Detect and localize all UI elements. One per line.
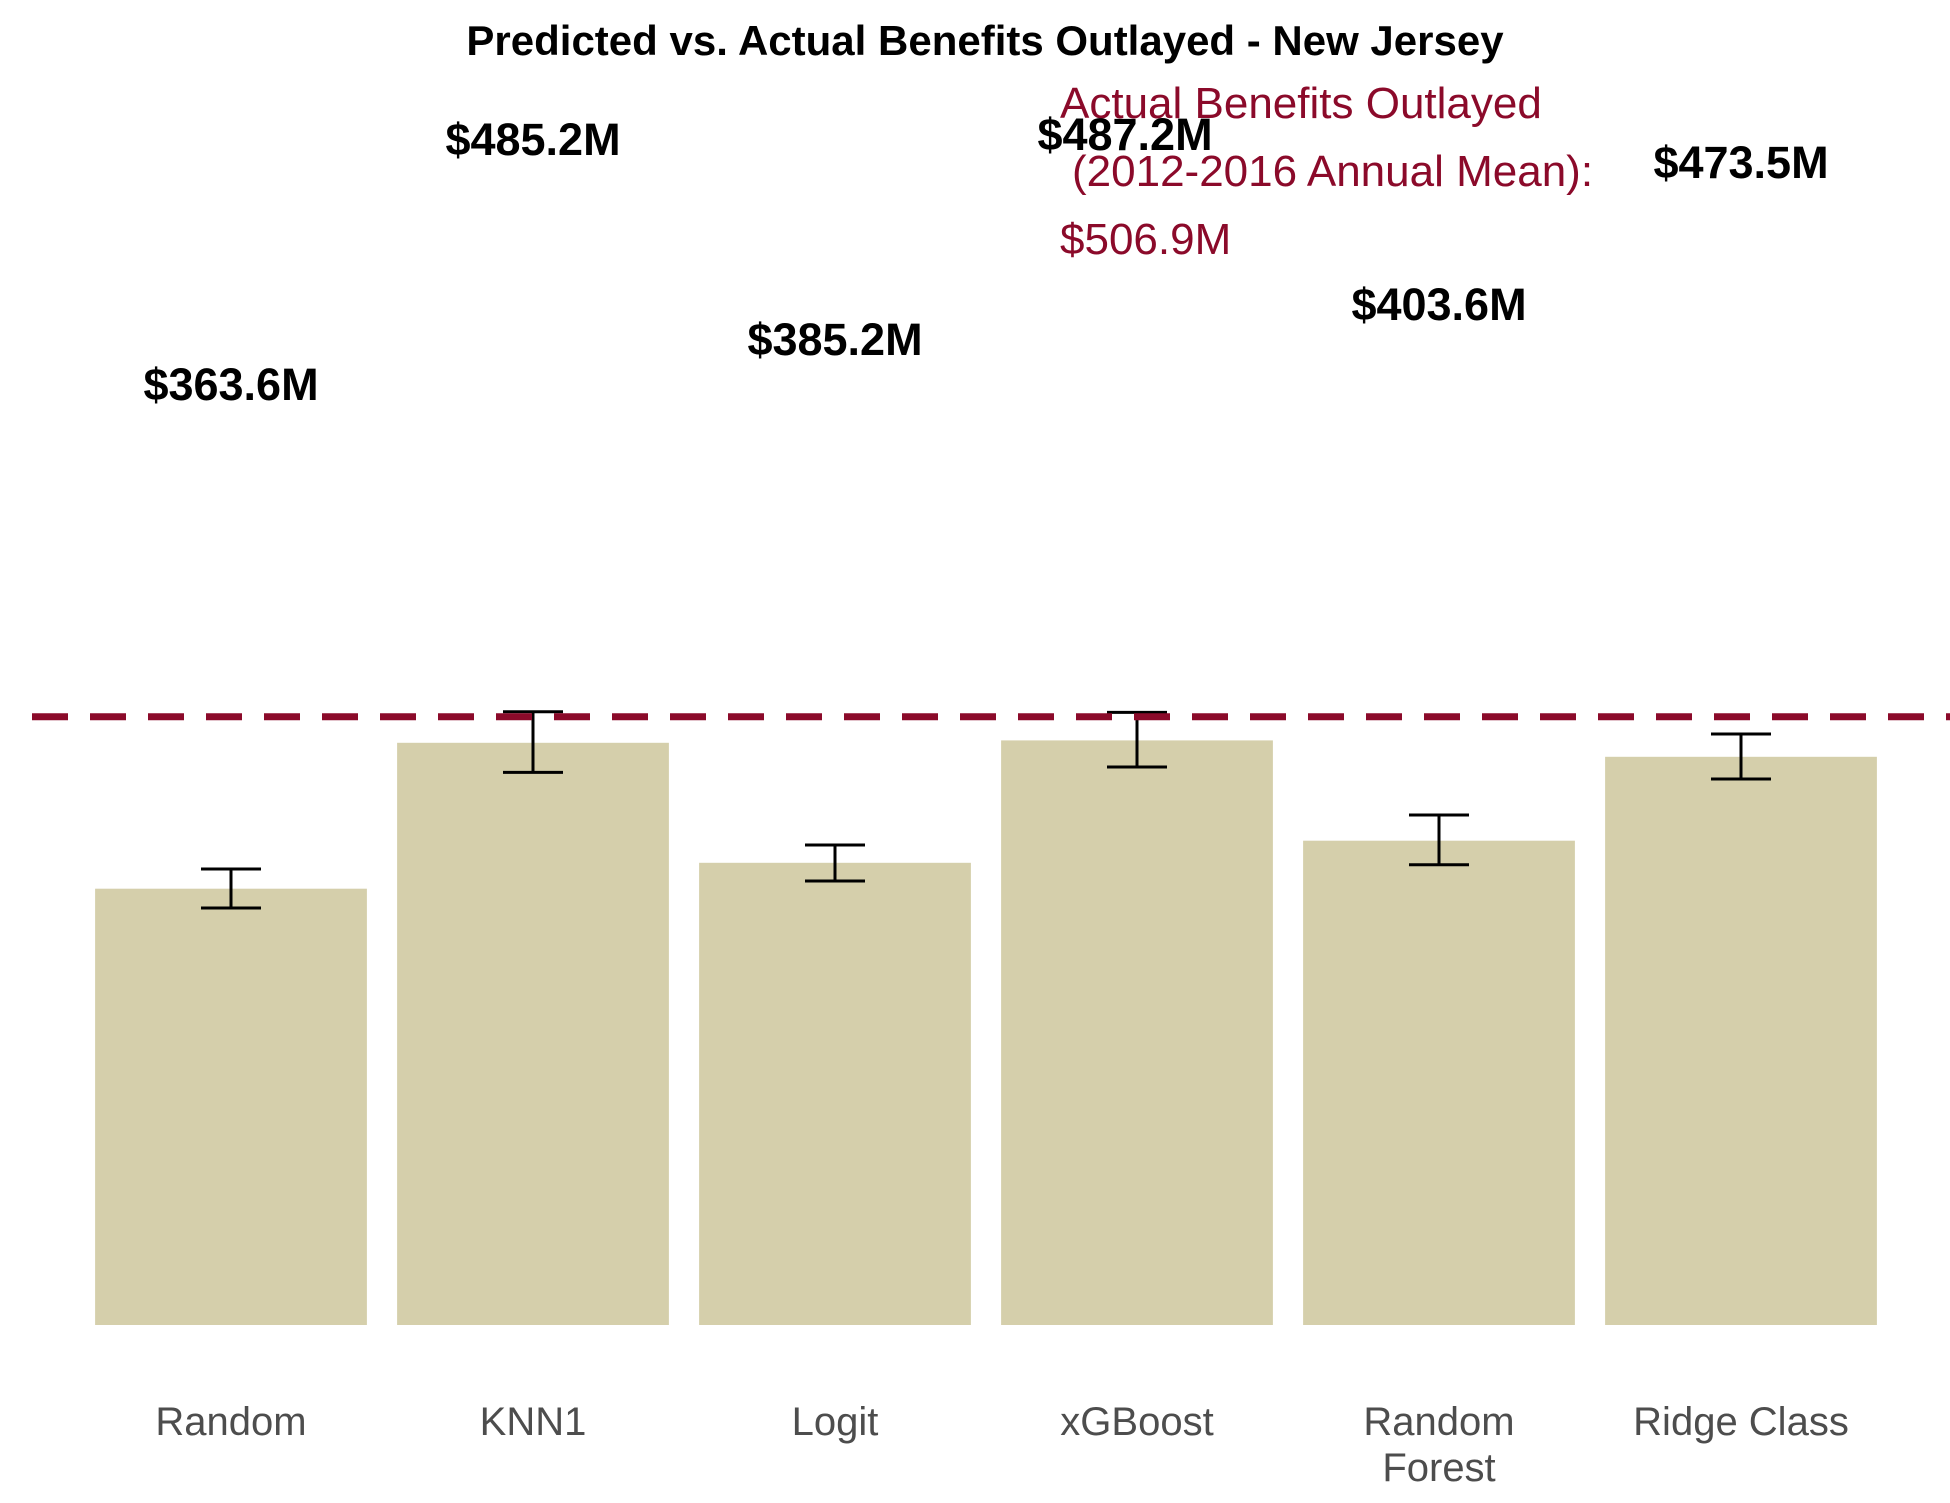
x-tick-label-3: xGBoost <box>1060 1400 1213 1444</box>
error-bar-5 <box>1711 732 1771 781</box>
bar-0 <box>95 888 367 1325</box>
x-tick-label-4: Random <box>1363 1400 1514 1444</box>
chart-title: Predicted vs. Actual Benefits Outlayed -… <box>466 17 1504 64</box>
value-label-0: $363.6M <box>143 359 318 410</box>
reference-line-layer: Actual Benefits Outlayed (2012-2016 Annua… <box>32 79 1950 721</box>
bar-4 <box>1303 840 1575 1325</box>
value-labels-layer: $363.6M $485.2M $385.2M $487.2M $403.6M $473.… <box>143 109 1828 410</box>
x-tick-label-5: Ridge Class <box>1633 1400 1849 1444</box>
bar-5 <box>1605 756 1877 1325</box>
value-label-3: $487.2M <box>1037 109 1212 160</box>
reference-line-label: Actual Benefits Outlayed <box>1060 79 1542 128</box>
bar-2 <box>699 862 971 1325</box>
bars-layer <box>95 740 1877 1325</box>
x-tick-label-1: KNN1 <box>480 1400 587 1444</box>
value-label-1: $485.2M <box>445 114 620 165</box>
bar-1 <box>397 742 669 1325</box>
error-bar-3 <box>1107 710 1167 769</box>
value-label-2: $385.2M <box>747 314 922 365</box>
error-bar-4 <box>1409 813 1469 867</box>
error-bar-0 <box>201 867 261 910</box>
errorbars-layer <box>201 710 1771 910</box>
reference-line-label: $506.9M <box>1060 215 1231 264</box>
error-bar-2 <box>805 843 865 883</box>
value-label-5: $473.5M <box>1653 137 1828 188</box>
x-tick-label-4: Forest <box>1382 1446 1495 1490</box>
reference-line-label: (2012-2016 Annual Mean): <box>1072 147 1593 196</box>
bar-3 <box>1001 740 1273 1325</box>
x-tick-label-2: Logit <box>792 1400 879 1444</box>
x-tick-label-0: Random <box>155 1400 306 1444</box>
error-bar-1 <box>503 710 563 774</box>
value-label-4: $403.6M <box>1351 279 1526 330</box>
x-axis-tick-labels: Random KNN1 Logit xGBoost RandomForestRidge … <box>155 1400 1848 1490</box>
